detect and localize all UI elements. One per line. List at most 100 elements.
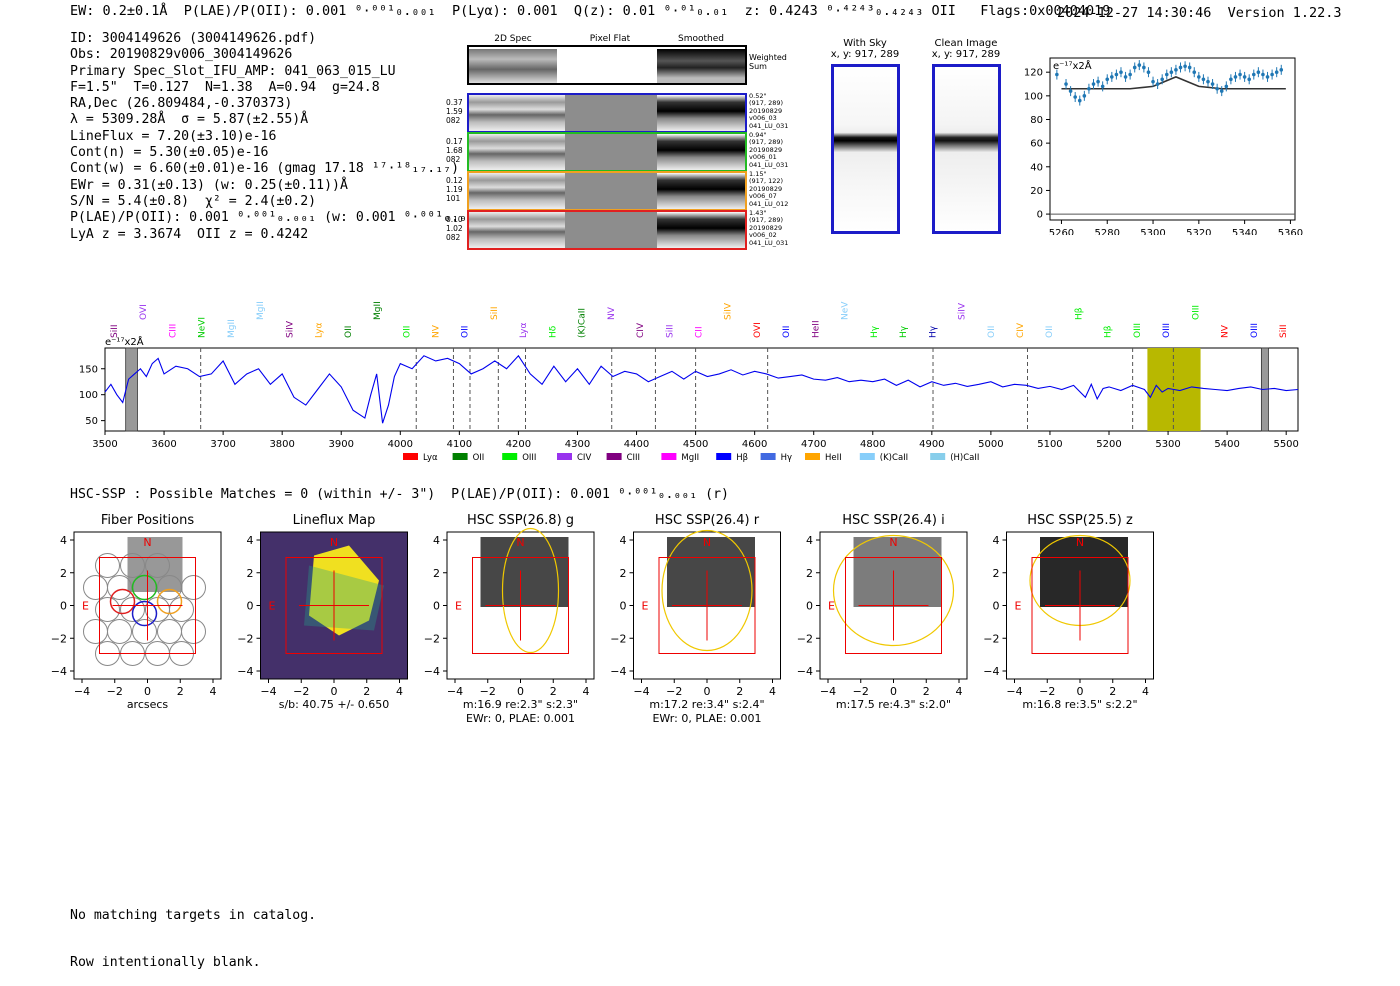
clean-image-coords: x, y: 917, 289 [931,49,1001,60]
emission-line-label: MgII [256,301,266,320]
masked-region [125,347,138,432]
zoom-data-point [1137,63,1142,67]
aperture-ellipse [661,529,753,652]
emission-line-label: OIII [1250,323,1260,338]
fiber-circle-green [131,574,158,601]
emission-line-label: Lyα [519,322,529,338]
ifu-footprint [285,557,383,654]
thumb-y-tick-label: 0 [433,600,440,613]
legend-label: OIII [522,453,536,463]
detail-line: Cont(w) = 6.60(±0.01)e-16 (gmag 17.18 ¹⁷… [70,161,460,177]
cutout-frame [467,132,747,172]
emission-line-label: NV [431,324,441,338]
thumbnail-title: Lineflux Map [293,513,376,528]
thumbnail-caption-2: EWr: 0, PLAE: 0.001 [466,712,575,725]
zoom-data-point [1100,84,1105,89]
thumb-x-tick-label: 4 [210,685,217,698]
thumb-x-tick-label: 4 [769,685,776,698]
thumb-y-tick-label: −4 [610,665,626,678]
north-label: N [889,536,897,549]
emission-line-label: CIV [1016,322,1026,338]
emission-line-label: OII [782,326,792,338]
cutout-row-left-label: 0.17 1.68 082 [446,137,463,164]
weighted-sum-frame [467,45,747,85]
fiber-circle [107,575,132,600]
thumb-x-tick-label: −2 [107,685,123,698]
zoom-data-point [1114,72,1119,77]
zoom-data-point [1215,86,1219,91]
legend-swatch [859,453,875,460]
fiber-circle [145,553,170,578]
thumbnail-panel: Lineflux Map N E 4 2 0 −2 −4 −4 −2 0 2 4 s/b: 40.75 +… [237,513,408,711]
thumbnail-caption: m:16.8 re:3.5" s:2.2" [1022,698,1137,711]
thumb-y-tick-label: 2 [620,567,627,580]
cutout-pixel-flat-strip [565,95,657,131]
weighted-smoothed-strip [657,49,745,83]
spectrum-x-tick-label: 3500 [92,439,117,450]
cutout-pixel-flat-strip [565,173,657,209]
fiber-circle [95,553,120,578]
fiber-circle [120,553,145,578]
source-image [667,537,755,607]
thumb-x-tick-label: −2 [480,685,496,698]
thumb-x-tick-label: 2 [550,685,557,698]
thumb-y-tick-label: 2 [993,567,1000,580]
detail-line: Primary Spec_Slot_IFU_AMP: 041_063_015_L… [70,63,396,79]
spectrum-x-tick-label: 3700 [210,439,235,450]
zoom-data-point [1219,89,1224,93]
thumb-x-tick-label: 2 [1109,685,1116,698]
detail-line: ID: 3004149626 (3004149626.pdf) [70,31,317,46]
emission-line-label: SiII [490,306,500,320]
thumb-y-tick-label: 4 [60,534,67,547]
legend-swatch [452,453,468,460]
thumbnail-caption: m:16.9 re:2.3" s:2.3" [463,698,578,711]
fiber-circle [107,619,132,644]
ifu-footprint [1031,557,1129,654]
fiber-circle-orange [156,588,183,615]
cutout-frame [467,93,747,133]
zoom-data-point [1146,70,1151,74]
cutout-smoothed-strip [657,95,745,131]
legend-label: Hγ [781,453,792,463]
fiber-circle [132,619,157,644]
cutout-smoothed-strip [657,134,745,170]
zoom-data-point [1256,70,1261,74]
with-sky-coords: x, y: 917, 289 [830,49,900,60]
spectrum-x-tick-label: 4800 [860,439,885,450]
cutout-pixel-flat-strip [565,134,657,170]
thumb-x-tick-label: 2 [923,685,930,698]
cutout-2d-spec-strip [469,173,565,209]
spectrum-x-tick-label: 5000 [978,439,1003,450]
zoom-data-point [1279,68,1284,72]
east-label: E [828,600,835,613]
thumb-y-tick-label: −2 [424,632,440,645]
clean-image-header: Clean Image x, y: 917, 289 [927,38,1005,60]
thumb-x-tick-label: 4 [396,685,403,698]
with-sky-image [831,64,900,234]
thumbnail-caption: arcsecs [127,698,169,711]
cutout-pixel-flat-strip [565,212,657,248]
thumbnail-panel: HSC SSP(26.4) i N E 4 2 0 −2 −4 −4 −2 0 2 4 m:17.5 re… [797,513,968,711]
spectrum-unit-label: e⁻¹⁷x2Å [105,335,144,348]
emission-line-label: OIII [1133,323,1143,338]
emission-line-label: Hγ [870,325,880,338]
spectrum-x-tick-label: 3900 [329,439,354,450]
east-label: E [1015,600,1022,613]
zoom-x-tick-label: 5340 [1232,228,1257,235]
thumbnail-row: Fiber Positions N E 4 2 0 −2 −4 −4 −2 0 2 4 arcsecs Li… [51,513,1154,725]
zoom-data-point [1261,72,1265,77]
cutout-row-right-label: 0.94" (917, 289) 20190829 v006_01 041_LU_031 [749,131,789,169]
legend-label: MgII [681,453,699,463]
zoom-data-point [1224,84,1229,89]
detection-details: ID: 3004149626 (3004149626.pdf) Obs: 201… [70,31,491,243]
spectrum-line [104,354,1299,424]
weighted-sum-label: Weighted Sum [749,53,787,71]
legend-label: OII [473,453,485,463]
cutout-2d-spec-strip [469,134,565,170]
spectrum-x-tick-label: 3800 [269,439,294,450]
zoom-data-point [1087,86,1091,91]
legend-label: Hβ [736,453,748,463]
north-label: N [1076,536,1084,549]
clean-image [932,64,1001,234]
emission-line-label: SiII [665,324,675,338]
